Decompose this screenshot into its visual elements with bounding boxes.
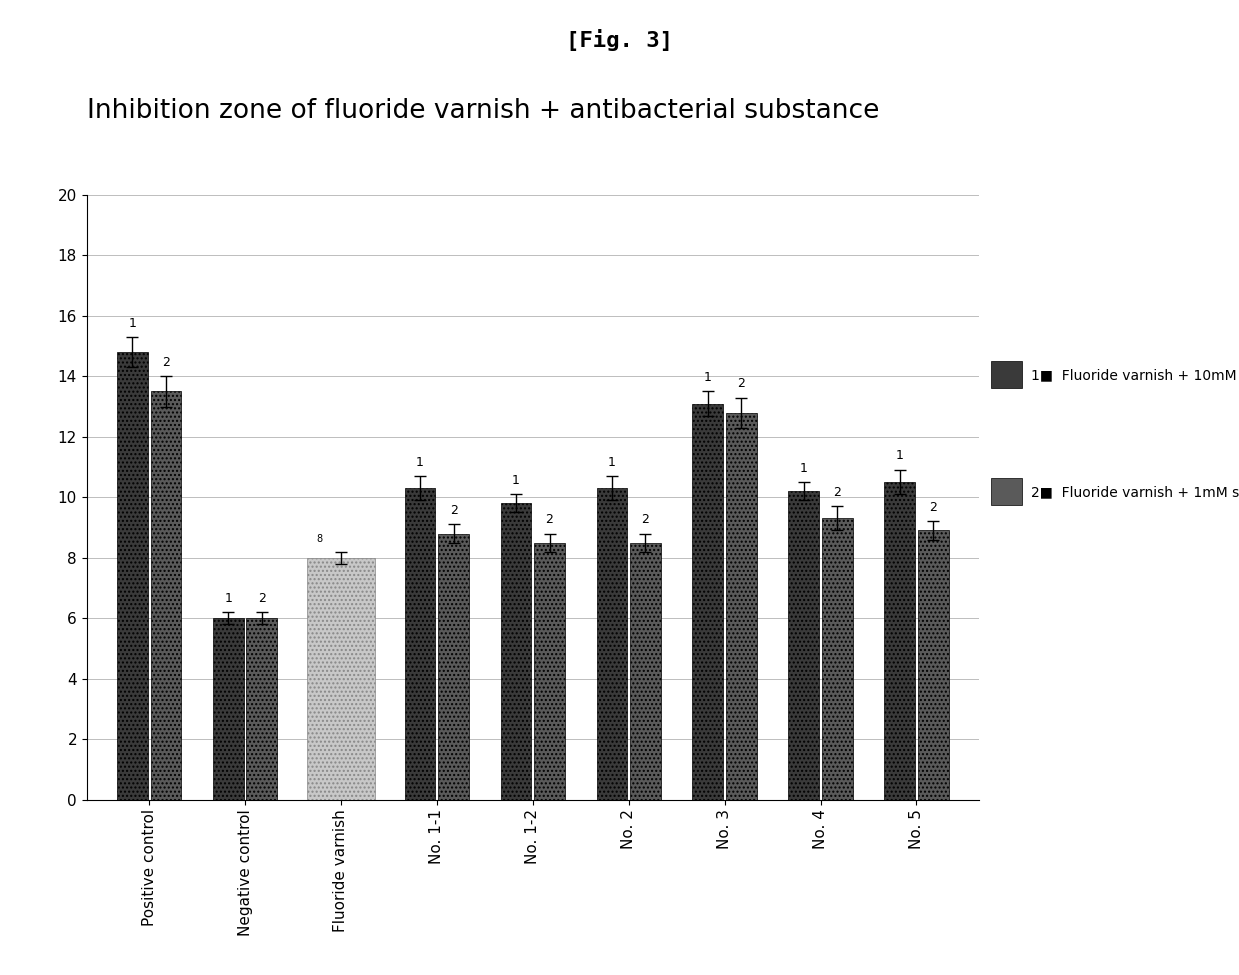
Bar <box>405 488 435 800</box>
Bar <box>918 530 949 800</box>
Text: 1: 1 <box>512 474 520 487</box>
Text: 1: 1 <box>800 461 808 475</box>
Text: 2: 2 <box>642 513 649 526</box>
Text: 2■  Fluoride varnish + 1mM substance: 2■ Fluoride varnish + 1mM substance <box>1031 486 1239 499</box>
Bar <box>726 412 757 800</box>
Bar <box>631 542 660 800</box>
Bar <box>439 533 470 800</box>
Text: 1: 1 <box>416 455 424 469</box>
Text: 2: 2 <box>737 377 746 390</box>
Bar <box>116 352 147 800</box>
Bar <box>307 558 374 800</box>
Text: 2: 2 <box>162 356 170 369</box>
Bar <box>596 488 627 800</box>
Text: 1: 1 <box>896 449 903 462</box>
Text: 2: 2 <box>450 504 457 517</box>
Text: 2: 2 <box>545 513 554 526</box>
Bar <box>247 618 278 799</box>
Text: 8: 8 <box>317 534 323 544</box>
Text: [Fig. 3]: [Fig. 3] <box>566 29 673 52</box>
Text: 2: 2 <box>258 592 265 604</box>
Bar <box>501 503 532 800</box>
Bar <box>213 618 244 799</box>
Text: 1: 1 <box>224 592 232 604</box>
Bar <box>788 491 819 800</box>
Text: 1: 1 <box>608 455 616 469</box>
Bar <box>150 391 181 800</box>
Text: 2: 2 <box>834 486 841 499</box>
Text: 1: 1 <box>129 317 136 330</box>
Text: 1■  Fluoride varnish + 10mM substance: 1■ Fluoride varnish + 10mM substance <box>1031 369 1239 382</box>
Text: Inhibition zone of fluoride varnish + antibacterial substance: Inhibition zone of fluoride varnish + an… <box>87 98 880 124</box>
Text: 1: 1 <box>704 370 711 384</box>
Bar <box>534 542 565 800</box>
Bar <box>821 519 852 800</box>
Bar <box>693 404 724 800</box>
Bar <box>885 482 916 800</box>
Text: 2: 2 <box>929 501 937 514</box>
